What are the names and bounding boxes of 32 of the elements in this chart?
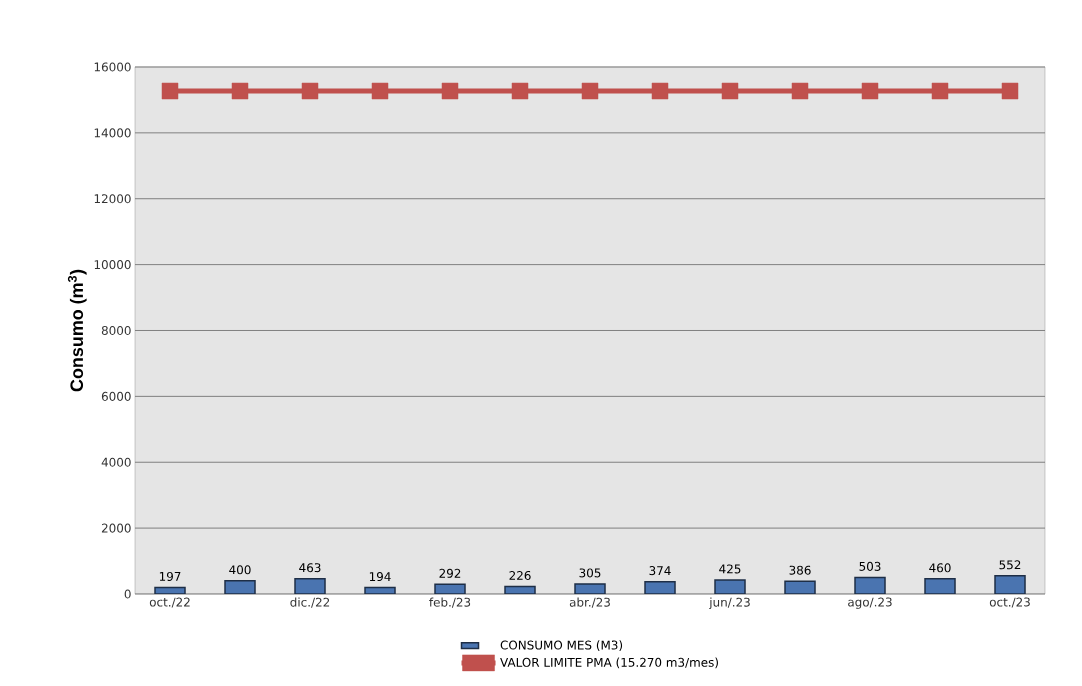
data-label: 463: [299, 563, 321, 573]
legend-label: VALOR LIMITE PMA (15.270 m3/mes): [500, 657, 718, 669]
data-label: 503: [859, 561, 881, 571]
y-tick-label: 16000: [94, 62, 131, 72]
data-label: 425: [719, 564, 741, 574]
y-tick-label: 6000: [101, 391, 131, 401]
data-label: 374: [649, 566, 671, 576]
x-tick-label: abr./23: [569, 597, 610, 608]
y-tick-label: 2000: [101, 523, 131, 533]
y-axis-title: Consumo (m$^{3}$): [67, 269, 87, 392]
data-label: 460: [929, 563, 951, 573]
data-label: 226: [509, 570, 531, 581]
y-tick-label: 14000: [94, 128, 131, 138]
data-label: 197: [159, 571, 181, 581]
y-tick-label: 8000: [101, 325, 131, 336]
x-tick-label: oct./23: [989, 597, 1030, 608]
y-tick-label: 10000: [94, 260, 131, 270]
data-label: 552: [999, 560, 1021, 570]
x-tick-label: dic./22: [290, 597, 330, 608]
y-tick-label: 0: [124, 589, 131, 599]
data-label: 386: [789, 565, 811, 575]
x-tick-label: jun/.23: [709, 597, 750, 610]
data-label: 292: [439, 568, 461, 578]
x-tick-label: feb./23: [429, 597, 471, 608]
data-label: 194: [369, 572, 391, 582]
x-tick-label: oct./22: [149, 597, 190, 608]
data-label: 400: [229, 565, 251, 575]
y-tick-label: 12000: [94, 194, 131, 204]
data-label: 305: [579, 568, 601, 578]
y-tick-label: 4000: [101, 457, 131, 467]
legend-label: CONSUMO MES (M3): [500, 640, 623, 651]
x-tick-label: ago/.23: [848, 597, 892, 609]
